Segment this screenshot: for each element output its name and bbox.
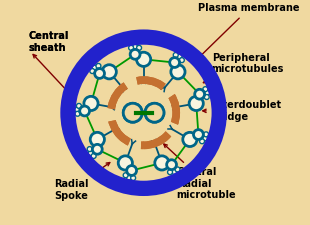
Circle shape xyxy=(80,106,90,116)
Text: Central
sheath: Central sheath xyxy=(28,31,69,53)
Circle shape xyxy=(172,169,177,174)
Circle shape xyxy=(72,41,215,184)
Circle shape xyxy=(96,63,101,68)
Circle shape xyxy=(131,176,135,180)
Circle shape xyxy=(136,52,151,66)
Circle shape xyxy=(92,144,102,154)
Text: Plasma membrane: Plasma membrane xyxy=(198,3,300,57)
Circle shape xyxy=(155,156,169,170)
Circle shape xyxy=(123,103,142,122)
Circle shape xyxy=(90,69,95,74)
Circle shape xyxy=(179,58,184,63)
Circle shape xyxy=(129,45,134,50)
Circle shape xyxy=(87,147,92,152)
Circle shape xyxy=(170,58,179,68)
Text: Radial
Spoke: Radial Spoke xyxy=(54,162,110,201)
Circle shape xyxy=(200,139,205,144)
Circle shape xyxy=(193,130,203,140)
Circle shape xyxy=(175,167,180,172)
Text: Peripheral
microtubules: Peripheral microtubules xyxy=(203,53,284,83)
Text: Interdoublet
bridge: Interdoublet bridge xyxy=(203,100,281,122)
Circle shape xyxy=(177,54,182,59)
Circle shape xyxy=(123,173,128,178)
Circle shape xyxy=(195,89,205,99)
Circle shape xyxy=(173,52,178,57)
Circle shape xyxy=(84,96,98,110)
Circle shape xyxy=(183,132,197,146)
Circle shape xyxy=(123,103,142,122)
Circle shape xyxy=(118,156,132,170)
Circle shape xyxy=(189,96,203,110)
Circle shape xyxy=(127,166,136,176)
Circle shape xyxy=(102,65,116,79)
Circle shape xyxy=(88,151,93,155)
Circle shape xyxy=(205,90,210,95)
Circle shape xyxy=(204,94,209,99)
Circle shape xyxy=(145,103,164,122)
Circle shape xyxy=(171,65,185,79)
Circle shape xyxy=(203,87,208,92)
Circle shape xyxy=(91,153,96,158)
Circle shape xyxy=(137,45,142,50)
Circle shape xyxy=(145,103,164,122)
Circle shape xyxy=(92,65,97,70)
Circle shape xyxy=(75,111,80,116)
Circle shape xyxy=(126,175,131,180)
Circle shape xyxy=(77,104,81,108)
Circle shape xyxy=(202,136,207,141)
Text: Central
Radial
microtuble: Central Radial microtuble xyxy=(164,144,236,200)
Circle shape xyxy=(95,69,104,78)
Circle shape xyxy=(204,132,209,137)
Circle shape xyxy=(75,107,80,112)
Circle shape xyxy=(130,50,140,59)
Text: Central
sheath: Central sheath xyxy=(28,31,69,53)
Circle shape xyxy=(168,170,172,175)
Circle shape xyxy=(167,160,176,170)
Circle shape xyxy=(133,44,138,49)
Circle shape xyxy=(90,132,104,146)
